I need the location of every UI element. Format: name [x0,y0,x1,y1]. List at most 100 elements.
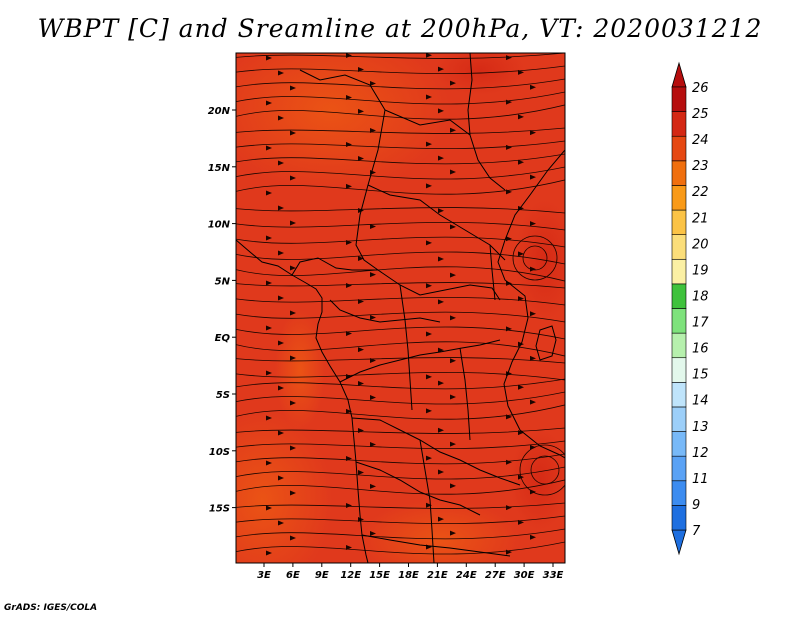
streamline-arrow [518,251,524,257]
colorbar-swatch [671,160,687,186]
streamline-arrow [506,459,512,465]
streamline [236,326,565,340]
streamline-arrow [266,100,272,106]
lon-tick-label: 15E [369,570,390,581]
streamline-arrow [346,408,352,414]
credit-label: GrADS: IGES/COLA [4,603,98,613]
streamline-arrow [518,384,524,390]
streamline-arrow [370,224,376,230]
streamline-arrow [290,175,296,181]
colorbar-label: 7 [692,524,701,539]
colorbar-swatch [671,111,687,137]
streamline-arrow [266,325,272,331]
streamline-arrow [450,394,456,400]
streamline-arrow [290,400,296,406]
streamline-arrow [438,208,444,214]
colorbar-swatch [671,505,687,531]
colorbar-swatch [671,185,687,211]
lat-tick-label: 15N [208,163,231,174]
streamline-arrow [530,311,536,317]
border-5 [329,299,441,323]
streamline-arrow [370,272,376,278]
streamline-arrow [438,299,444,305]
streamlines [236,53,565,556]
streamline-arrow [278,340,284,346]
vortex-streamline [522,245,548,271]
streamline [236,541,565,555]
streamline-arrow [266,460,272,466]
streamline-arrow [450,530,456,536]
lat-tick-label: 15S [209,504,230,515]
streamline-arrow [358,469,364,475]
streamline-arrow [346,502,352,508]
streamline-arrow [426,53,432,58]
colorbar-swatch [671,209,687,235]
colorbar-swatch [671,431,687,457]
colorbar-swatch [671,480,687,506]
streamline-arrow [450,169,456,175]
streamline-arrow [266,190,272,196]
colorbar-label: 14 [692,394,709,409]
streamline-arrow [506,414,512,420]
streamline-arrow [450,315,456,321]
dark-patch-east [515,200,565,320]
streamline-arrow [346,141,352,147]
streamline-arrow [426,374,432,380]
streamline [236,53,565,59]
colorbar-high-arrow [671,61,687,88]
streamline [236,440,565,450]
streamline-arrow [438,469,444,475]
lat-tick-label: EQ [215,333,231,344]
colorbar-label: 9 [692,498,700,513]
streamline [236,341,565,357]
streamline-arrow [278,520,284,526]
streamline-arrow [278,205,284,211]
streamline-arrow [358,299,364,305]
colorbar-label: 25 [692,107,709,122]
streamline-arrow [426,331,432,337]
streamline-arrow [370,394,376,400]
border-7 [351,417,521,486]
border-4 [291,257,501,301]
streamline [236,282,565,289]
border-8 [355,461,481,516]
colorbar-label: 11 [692,472,709,487]
streamline-arrow [278,70,284,76]
streamline-arrow [530,266,536,272]
streamline [236,453,565,465]
streamline-arrow [266,55,272,61]
streamline-arrow [346,183,352,189]
streamline-arrow [506,55,512,61]
streamline [236,296,565,306]
streamline-arrow [438,516,444,522]
map-panel: 3E 6E 9E 12E 15E 18E 21E 24E 27E 30E 33E 20N 15N 10N… [208,52,566,581]
streamline-arrow [358,66,364,72]
streamline-arrow [450,441,456,447]
streamline-arrow [506,549,512,555]
colorbar-swatch [671,135,687,162]
streamline-arrow [346,94,352,100]
streamline-arrow [370,358,376,364]
colorbar-swatch [671,308,687,334]
colorbar-low-arrow [671,529,687,556]
colorbar-label: 26 [692,81,709,96]
streamline-arrow [450,272,456,278]
streamline [236,236,565,248]
streamline-arrow [506,236,512,242]
lon-tick-label: 6E [286,570,300,581]
lon-tick-label: 27E [485,570,506,581]
streamline-arrow [278,295,284,301]
streamline [236,357,565,364]
streamline-arrow [450,483,456,489]
longitude-axis: 3E 6E 9E 12E 15E 18E 21E 24E 27E 30E 33E [257,563,564,581]
streamline-arrow [346,240,352,246]
streamline-arrow [346,53,352,58]
border-12 [399,284,413,411]
streamline-arrow [370,127,376,133]
lon-tick-label: 12E [340,570,361,581]
streamline-arrow [438,380,444,386]
colorbar-label: 23 [692,159,709,174]
streamline-arrow [290,265,296,271]
streamline-arrow [506,189,512,195]
